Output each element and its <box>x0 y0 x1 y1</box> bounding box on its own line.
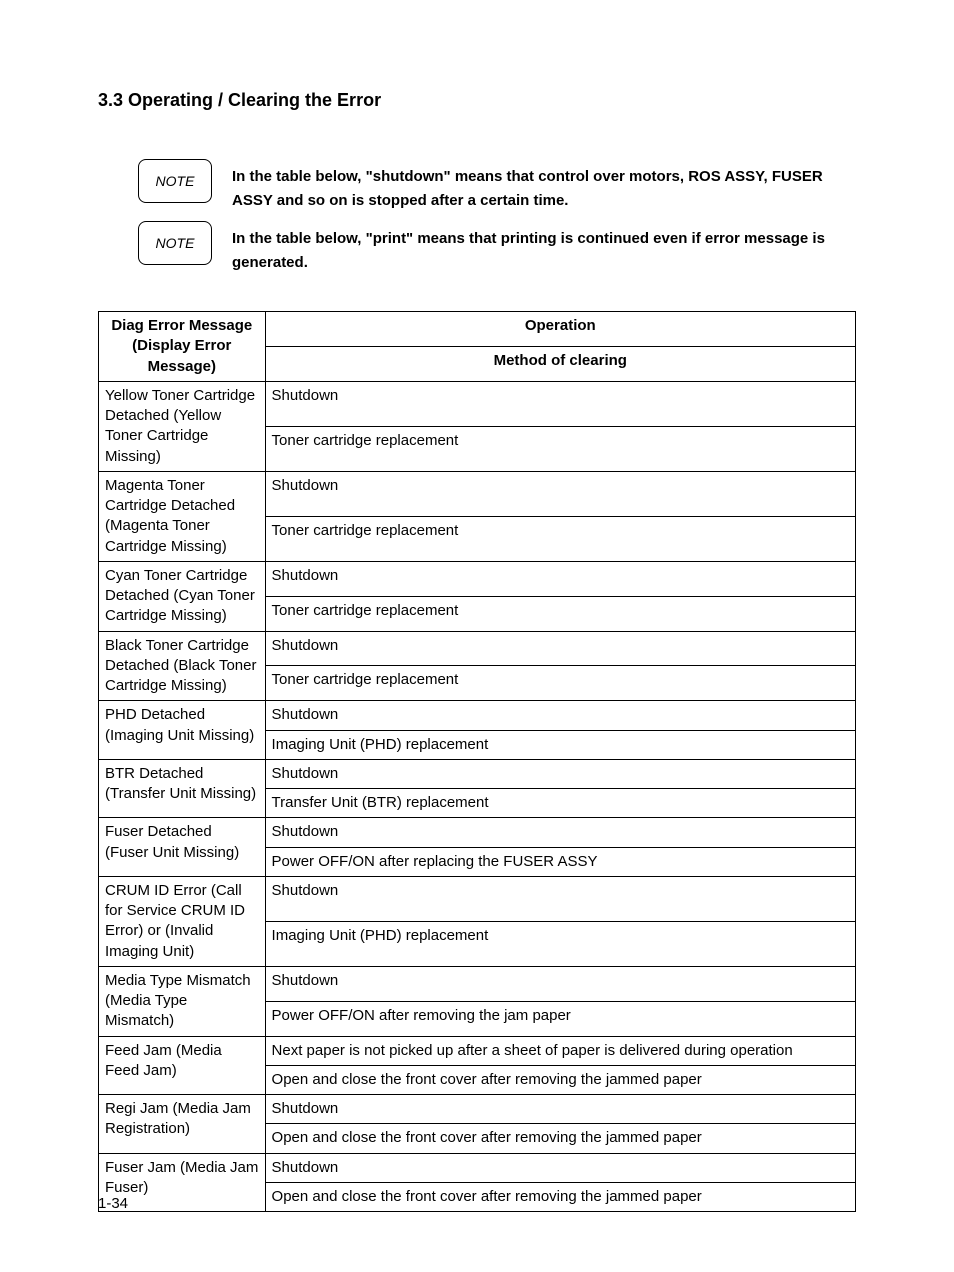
cell-operation: Shutdown <box>265 759 855 788</box>
table-row: Cyan Toner Cartridge Detached (Cyan Tone… <box>99 561 856 596</box>
error-table: Diag Error Message (Display Error Messag… <box>98 311 856 1212</box>
table-header-row-1: Diag Error Message (Display Error Messag… <box>99 312 856 347</box>
note-block-2: NOTE In the table below, "print" means t… <box>98 221 856 275</box>
header-msg: Diag Error Message (Display Error Messag… <box>99 312 266 382</box>
cell-operation: Shutdown <box>265 876 855 921</box>
cell-method: Transfer Unit (BTR) replacement <box>265 789 855 818</box>
table-row: Magenta Toner Cartridge Detached (Magent… <box>99 471 856 516</box>
cell-operation: Shutdown <box>265 1095 855 1124</box>
header-operation: Operation <box>265 312 855 347</box>
cell-method: Open and close the front cover after rem… <box>265 1065 855 1094</box>
table-row: Fuser Detached (Fuser Unit Missing)Shutd… <box>99 818 856 847</box>
cell-msg: Media Type Mismatch (Media Type Mismatch… <box>99 966 266 1036</box>
note-text-2: In the table below, "print" means that p… <box>232 221 856 275</box>
cell-method: Imaging Unit (PHD) replacement <box>265 730 855 759</box>
cell-msg: CRUM ID Error (Call for Service CRUM ID … <box>99 876 266 966</box>
table-body: Yellow Toner Cartridge Detached (Yellow … <box>99 381 856 1211</box>
header-msg-line2: (Display Error Message) <box>132 337 231 374</box>
cell-msg: BTR Detached (Transfer Unit Missing) <box>99 759 266 818</box>
cell-method: Toner cartridge replacement <box>265 516 855 561</box>
cell-method: Open and close the front cover after rem… <box>265 1124 855 1153</box>
cell-operation: Shutdown <box>265 966 855 1001</box>
page-number: 1-34 <box>98 1195 128 1212</box>
table-row: Yellow Toner Cartridge Detached (Yellow … <box>99 381 856 426</box>
table-row: PHD Detached (Imaging Unit Missing)Shutd… <box>99 701 856 730</box>
cell-operation: Shutdown <box>265 631 855 666</box>
header-msg-line1: Diag Error Message <box>111 317 252 334</box>
table-row: BTR Detached (Transfer Unit Missing)Shut… <box>99 759 856 788</box>
table-row: Media Type Mismatch (Media Type Mismatch… <box>99 966 856 1001</box>
table-row: Fuser Jam (Media Jam Fuser)Shutdown <box>99 1153 856 1182</box>
notes-container: NOTE In the table below, "shutdown" mean… <box>98 159 856 275</box>
cell-method: Toner cartridge replacement <box>265 596 855 631</box>
page-container: 3.3 Operating / Clearing the Error NOTE … <box>0 0 954 1272</box>
cell-msg: Feed Jam (Media Feed Jam) <box>99 1036 266 1095</box>
cell-method: Power OFF/ON after replacing the FUSER A… <box>265 847 855 876</box>
cell-operation: Shutdown <box>265 561 855 596</box>
table-header: Diag Error Message (Display Error Messag… <box>99 312 856 382</box>
table-row: CRUM ID Error (Call for Service CRUM ID … <box>99 876 856 921</box>
cell-operation: Shutdown <box>265 381 855 426</box>
cell-msg: Magenta Toner Cartridge Detached (Magent… <box>99 471 266 561</box>
cell-operation: Shutdown <box>265 818 855 847</box>
table-row: Black Toner Cartridge Detached (Black To… <box>99 631 856 666</box>
table-row: Feed Jam (Media Feed Jam)Next paper is n… <box>99 1036 856 1065</box>
cell-method: Imaging Unit (PHD) replacement <box>265 921 855 966</box>
cell-msg: PHD Detached (Imaging Unit Missing) <box>99 701 266 760</box>
cell-operation: Next paper is not picked up after a shee… <box>265 1036 855 1065</box>
cell-method: Power OFF/ON after removing the jam pape… <box>265 1001 855 1036</box>
cell-msg: Black Toner Cartridge Detached (Black To… <box>99 631 266 701</box>
cell-msg: Regi Jam (Media Jam Registration) <box>99 1095 266 1154</box>
table-row: Regi Jam (Media Jam Registration)Shutdow… <box>99 1095 856 1124</box>
note-badge-icon: NOTE <box>138 159 212 203</box>
cell-msg: Fuser Detached (Fuser Unit Missing) <box>99 818 266 877</box>
cell-method: Toner cartridge replacement <box>265 666 855 701</box>
section-title: 3.3 Operating / Clearing the Error <box>98 90 856 111</box>
cell-msg: Yellow Toner Cartridge Detached (Yellow … <box>99 381 266 471</box>
note-block-1: NOTE In the table below, "shutdown" mean… <box>98 159 856 213</box>
cell-method: Open and close the front cover after rem… <box>265 1182 855 1211</box>
cell-operation: Shutdown <box>265 1153 855 1182</box>
cell-operation: Shutdown <box>265 701 855 730</box>
cell-operation: Shutdown <box>265 471 855 516</box>
header-method: Method of clearing <box>265 346 855 381</box>
cell-method: Toner cartridge replacement <box>265 426 855 471</box>
cell-msg: Cyan Toner Cartridge Detached (Cyan Tone… <box>99 561 266 631</box>
note-text-1: In the table below, "shutdown" means tha… <box>232 159 856 213</box>
note-badge-icon: NOTE <box>138 221 212 265</box>
